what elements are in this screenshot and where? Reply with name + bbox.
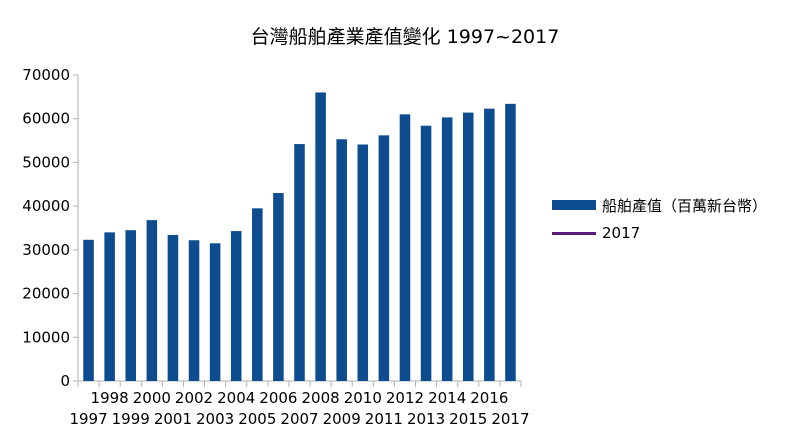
- chart-title: 台灣船舶產業產值變化 1997~2017: [251, 26, 560, 48]
- x-tick-label: 1997: [69, 410, 107, 428]
- x-tick-label: 2007: [280, 410, 318, 428]
- bar-2011: [378, 135, 390, 381]
- bar-2017: [505, 103, 516, 381]
- y-tick-label: 50000: [22, 153, 70, 171]
- x-tick-label: 2015: [449, 410, 487, 428]
- x-tick-label: 2012: [386, 389, 424, 407]
- y-tick-label: 70000: [22, 66, 70, 84]
- y-tick-label: 20000: [22, 285, 70, 303]
- y-tick-label: 0: [60, 372, 70, 390]
- bar-2014: [441, 117, 453, 381]
- x-tick-label: 2001: [154, 410, 192, 428]
- y-tick-label: 10000: [22, 328, 70, 346]
- y-tick-label: 40000: [22, 197, 70, 215]
- bar-1997: [83, 239, 94, 381]
- x-tick-label: 2009: [323, 410, 361, 428]
- bar-2001: [167, 234, 179, 381]
- x-tick-label: 2016: [470, 389, 508, 407]
- bar-2016: [484, 108, 495, 381]
- x-tick-label: 1998: [91, 389, 129, 407]
- bar-2007: [294, 144, 305, 381]
- x-tick-label: 2004: [217, 389, 255, 407]
- bar-1998: [104, 232, 115, 381]
- x-tick-label: 2011: [365, 410, 403, 428]
- legend: 船舶產值（百萬新台幣） 2017: [552, 197, 767, 242]
- legend-label-bar: 船舶產值（百萬新台幣）: [602, 197, 767, 215]
- legend-label-line: 2017: [602, 224, 640, 242]
- x-tick-label: 2014: [428, 389, 466, 407]
- bar-2006: [273, 193, 284, 381]
- bar-2000: [146, 220, 158, 381]
- x-tick-label: 2013: [407, 410, 445, 428]
- legend-swatch-bar: [552, 200, 596, 210]
- y-tick-label: 60000: [22, 110, 70, 128]
- bar-2010: [357, 144, 369, 381]
- x-tick-label: 2002: [175, 389, 213, 407]
- x-tick-label: 2008: [302, 389, 340, 407]
- bar-2004: [230, 231, 242, 381]
- bar-series: [83, 92, 516, 381]
- x-tick-label: 2003: [196, 410, 234, 428]
- bar-2013: [420, 125, 432, 381]
- bar-2012: [399, 114, 411, 381]
- bar-2003: [209, 243, 221, 381]
- bar-2015: [462, 112, 474, 381]
- x-tick-label: 2010: [344, 389, 382, 407]
- bar-1999: [125, 230, 137, 381]
- legend-swatch-line: [552, 232, 596, 235]
- bar-2002: [188, 240, 200, 381]
- x-tick-label: 2000: [133, 389, 171, 407]
- x-tick-label: 2006: [259, 389, 297, 407]
- bar-2005: [252, 208, 263, 381]
- x-axis: 1997 1998 1999 2000 2001 2002 2003 2004 2005 2006…: [69, 380, 530, 428]
- x-tick-label: 2005: [238, 410, 276, 428]
- bar-2008: [315, 92, 326, 381]
- y-tick-label: 30000: [22, 241, 70, 259]
- x-tick-label: 2017: [491, 410, 529, 428]
- y-axis: 0 10000 20000 30000 40000 50000 60000 70000: [22, 66, 79, 390]
- bar-2009: [336, 139, 347, 381]
- x-tick-label: 1999: [112, 410, 150, 428]
